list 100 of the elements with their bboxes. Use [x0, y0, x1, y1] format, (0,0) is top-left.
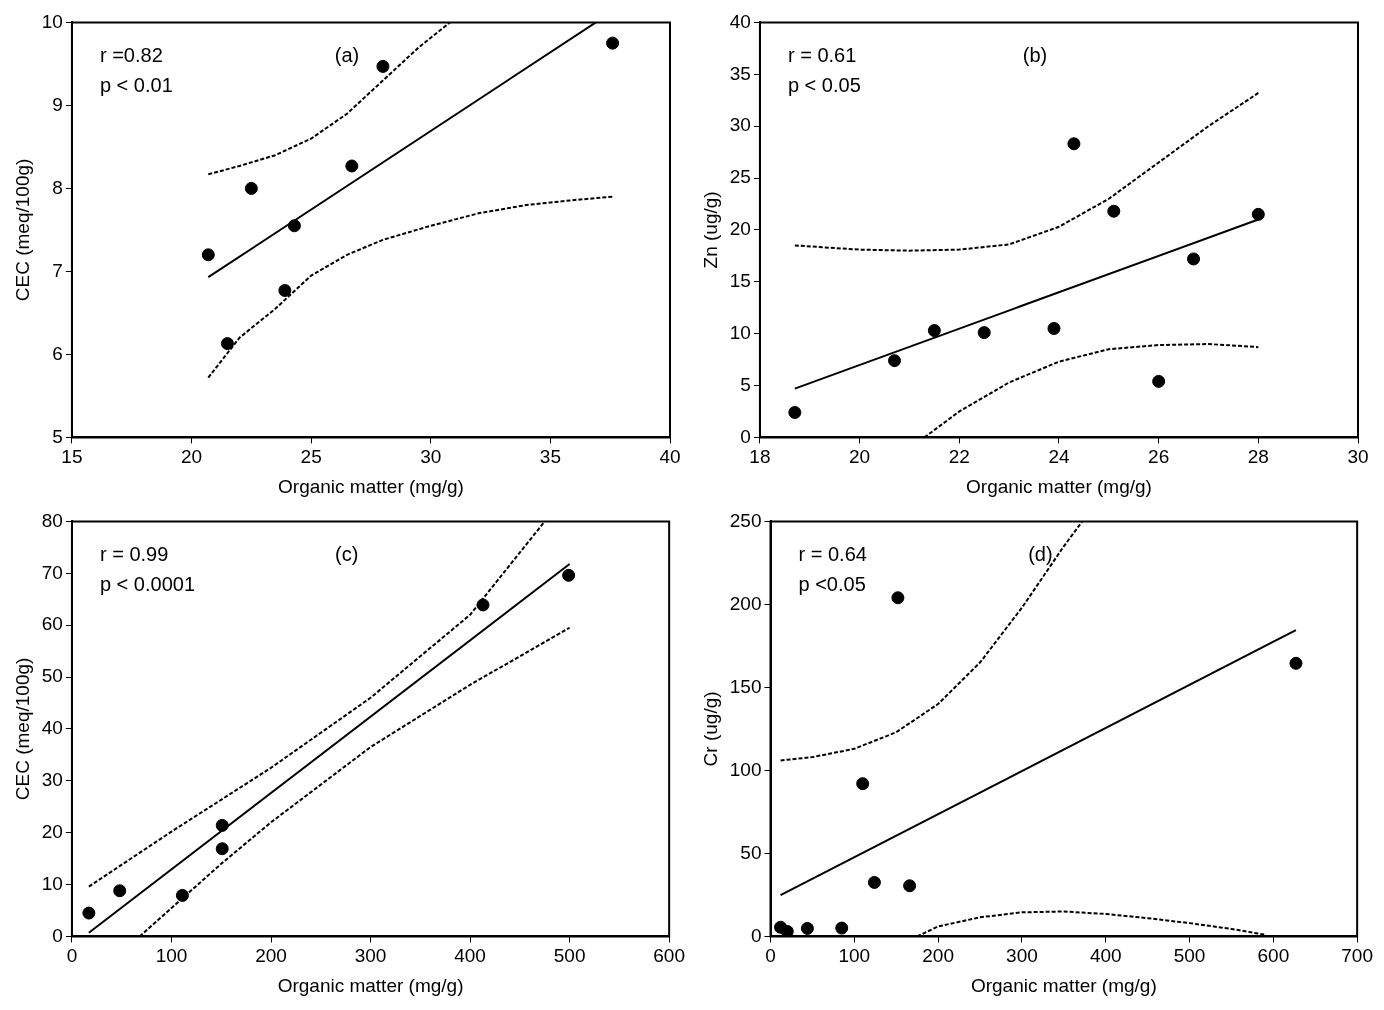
- y-tick-label: 40: [729, 10, 751, 32]
- annotation: r = 0.64: [798, 542, 867, 565]
- x-tick-label: 0: [66, 945, 78, 967]
- x-tick-label: 500: [553, 945, 586, 967]
- y-tick-label: 50: [41, 665, 63, 687]
- y-tick-label: 100: [729, 758, 762, 780]
- x-tick-label: 700: [1341, 945, 1373, 967]
- annotation: p < 0.0001: [99, 572, 196, 595]
- y-tick-label: 80: [41, 509, 63, 531]
- point: [606, 36, 620, 50]
- point: [1187, 252, 1201, 266]
- point: [244, 181, 258, 195]
- point: [82, 906, 96, 920]
- annotation: (d): [1028, 542, 1053, 565]
- x-tick-label: 300: [354, 945, 387, 967]
- y-tick-label: 5: [740, 373, 751, 395]
- y-tick-label: 8: [52, 176, 63, 198]
- y-tick-label: 5: [52, 425, 63, 447]
- x-tick-label: 300: [1006, 945, 1038, 967]
- point: [215, 842, 229, 856]
- point: [376, 59, 390, 73]
- y-tick-label: 9: [52, 93, 63, 115]
- annotation: r = 0.99: [99, 542, 169, 565]
- point: [1289, 656, 1303, 670]
- x-tick-label: 22: [948, 446, 970, 468]
- x-tick-label: 200: [922, 945, 954, 967]
- point: [888, 354, 901, 368]
- point: [1107, 204, 1121, 218]
- x-tick-label: 18: [749, 446, 771, 468]
- y-tick-label: 20: [41, 820, 63, 842]
- point: [780, 924, 794, 937]
- point: [113, 884, 127, 898]
- y-tick-label: 0: [750, 924, 762, 946]
- y-tick-label: 10: [729, 321, 751, 343]
- x-axis-title: Organic matter (mg/g): [966, 475, 1152, 497]
- x-tick-label: 26: [1148, 446, 1170, 468]
- y-tick-label: 60: [41, 613, 63, 635]
- point: [867, 875, 881, 889]
- point: [562, 568, 576, 582]
- annotation: p <0.05: [798, 572, 866, 595]
- point: [215, 818, 229, 832]
- annotation: (a): [334, 43, 360, 66]
- x-tick-label: 24: [1048, 446, 1070, 468]
- x-tick-label: 100: [155, 945, 188, 967]
- x-tick-label: 40: [659, 446, 681, 468]
- x-tick-label: 600: [1257, 945, 1290, 967]
- x-tick-label: 25: [300, 446, 322, 468]
- y-tick-label: 7: [52, 259, 63, 281]
- x-tick-label: 20: [849, 446, 871, 468]
- x-tick-label: 30: [420, 446, 442, 468]
- point: [287, 219, 301, 233]
- point: [977, 326, 991, 340]
- annotation: (b): [1022, 43, 1048, 66]
- x-tick-label: 30: [1347, 446, 1369, 468]
- y-tick-label: 6: [52, 342, 63, 364]
- point: [800, 921, 814, 935]
- y-tick-label: 10: [41, 872, 63, 894]
- x-tick-label: 400: [454, 945, 486, 967]
- x-tick-label: 0: [765, 945, 776, 967]
- x-axis-title: Organic matter (mg/g): [278, 475, 464, 497]
- y-axis-title: CEC (meq/100g): [11, 657, 33, 801]
- y-tick-label: 15: [729, 270, 751, 292]
- y-axis-title: CEC (meq/100g): [11, 158, 33, 302]
- y-tick-label: 30: [729, 114, 751, 136]
- y-tick-label: 250: [729, 509, 762, 531]
- y-tick-label: 25: [729, 166, 751, 188]
- x-tick-label: 100: [838, 945, 871, 967]
- point: [856, 777, 870, 791]
- x-tick-label: 400: [1089, 945, 1122, 967]
- y-tick-label: 35: [729, 62, 751, 84]
- y-axis-title: Cr (ug/g): [699, 691, 721, 767]
- annotation: p < 0.05: [787, 73, 861, 96]
- y-tick-label: 10: [41, 10, 63, 32]
- point: [1251, 207, 1265, 221]
- x-tick-label: 500: [1173, 945, 1206, 967]
- x-tick-label: 35: [539, 446, 561, 468]
- point: [788, 406, 802, 419]
- annotation: p < 0.01: [99, 73, 173, 96]
- y-tick-label: 150: [729, 675, 762, 697]
- y-tick-label: 0: [52, 924, 63, 946]
- point: [1047, 321, 1061, 335]
- y-tick-label: 0: [740, 425, 751, 447]
- x-tick-label: 28: [1247, 446, 1269, 468]
- point: [476, 598, 490, 612]
- x-axis-title: Organic matter (mg/g): [277, 974, 464, 996]
- y-axis-title: Zn (ug/g): [699, 191, 721, 269]
- x-axis-title: Organic matter (mg/g): [970, 974, 1157, 996]
- x-tick-label: 200: [255, 945, 287, 967]
- annotation: (c): [334, 542, 359, 565]
- point: [220, 337, 234, 351]
- line-series: [207, 195, 614, 379]
- annotation: r =0.82: [99, 43, 163, 66]
- y-tick-label: 20: [729, 218, 751, 240]
- y-tick-label: 200: [729, 592, 762, 614]
- y-tick-label: 30: [41, 769, 63, 791]
- point: [345, 159, 359, 173]
- point: [903, 879, 917, 893]
- x-tick-label: 20: [180, 446, 203, 468]
- x-tick-label: 600: [653, 945, 685, 967]
- point: [1152, 374, 1166, 388]
